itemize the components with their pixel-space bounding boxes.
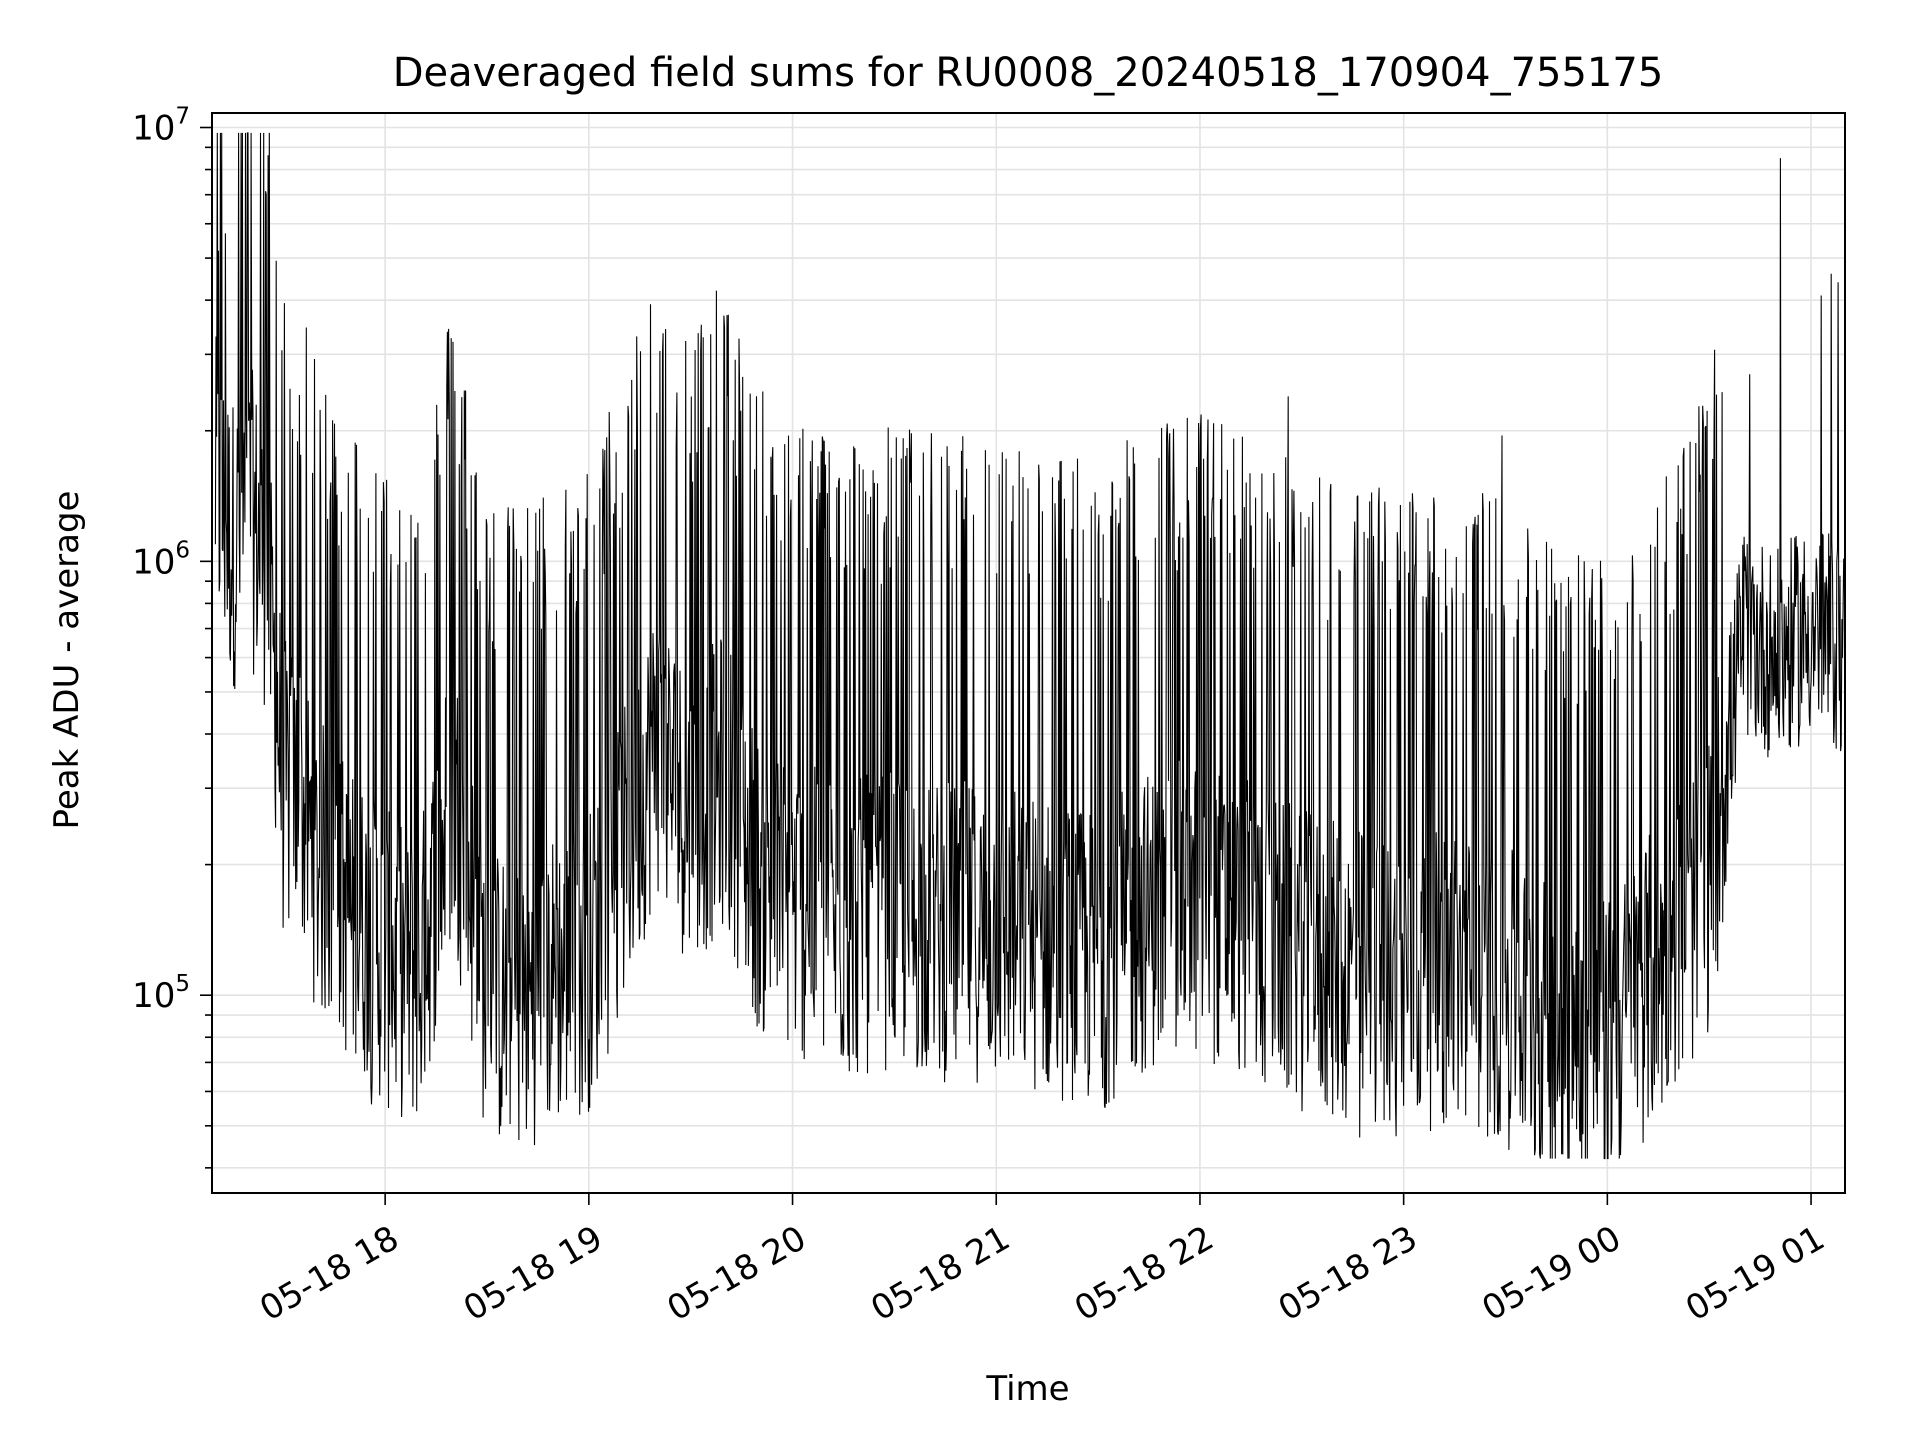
y-tick-label: 105 <box>132 971 190 1016</box>
y-axis-label: Peak ADU - average <box>47 491 87 830</box>
x-tick-label: 05-19 01 <box>1679 1218 1831 1329</box>
x-tick-label: 05-18 23 <box>1272 1218 1424 1329</box>
plot-area <box>214 132 1845 1160</box>
chart-title: Deaveraged field sums for RU0008_2024051… <box>393 50 1664 96</box>
x-tick-label: 05-18 22 <box>1068 1218 1220 1329</box>
x-axis: 05-18 18 05-18 19 05-18 20 05-18 21 05-18 22… <box>253 1193 1832 1329</box>
x-tick-label: 05-18 19 <box>457 1218 609 1329</box>
series-line <box>214 132 1845 1160</box>
y-tick-label: 106 <box>132 537 190 582</box>
x-tick-label: 05-18 20 <box>661 1218 813 1329</box>
x-tick-label: 05-18 21 <box>864 1218 1016 1329</box>
y-axis: 105 106 107 <box>132 104 212 1169</box>
y-tick-label: 107 <box>132 104 190 149</box>
x-tick-label: 05-18 18 <box>253 1218 405 1329</box>
plot-frame <box>211 112 1846 1194</box>
x-tick-label: 05-19 00 <box>1475 1218 1627 1329</box>
x-axis-label: Time <box>985 1369 1069 1409</box>
